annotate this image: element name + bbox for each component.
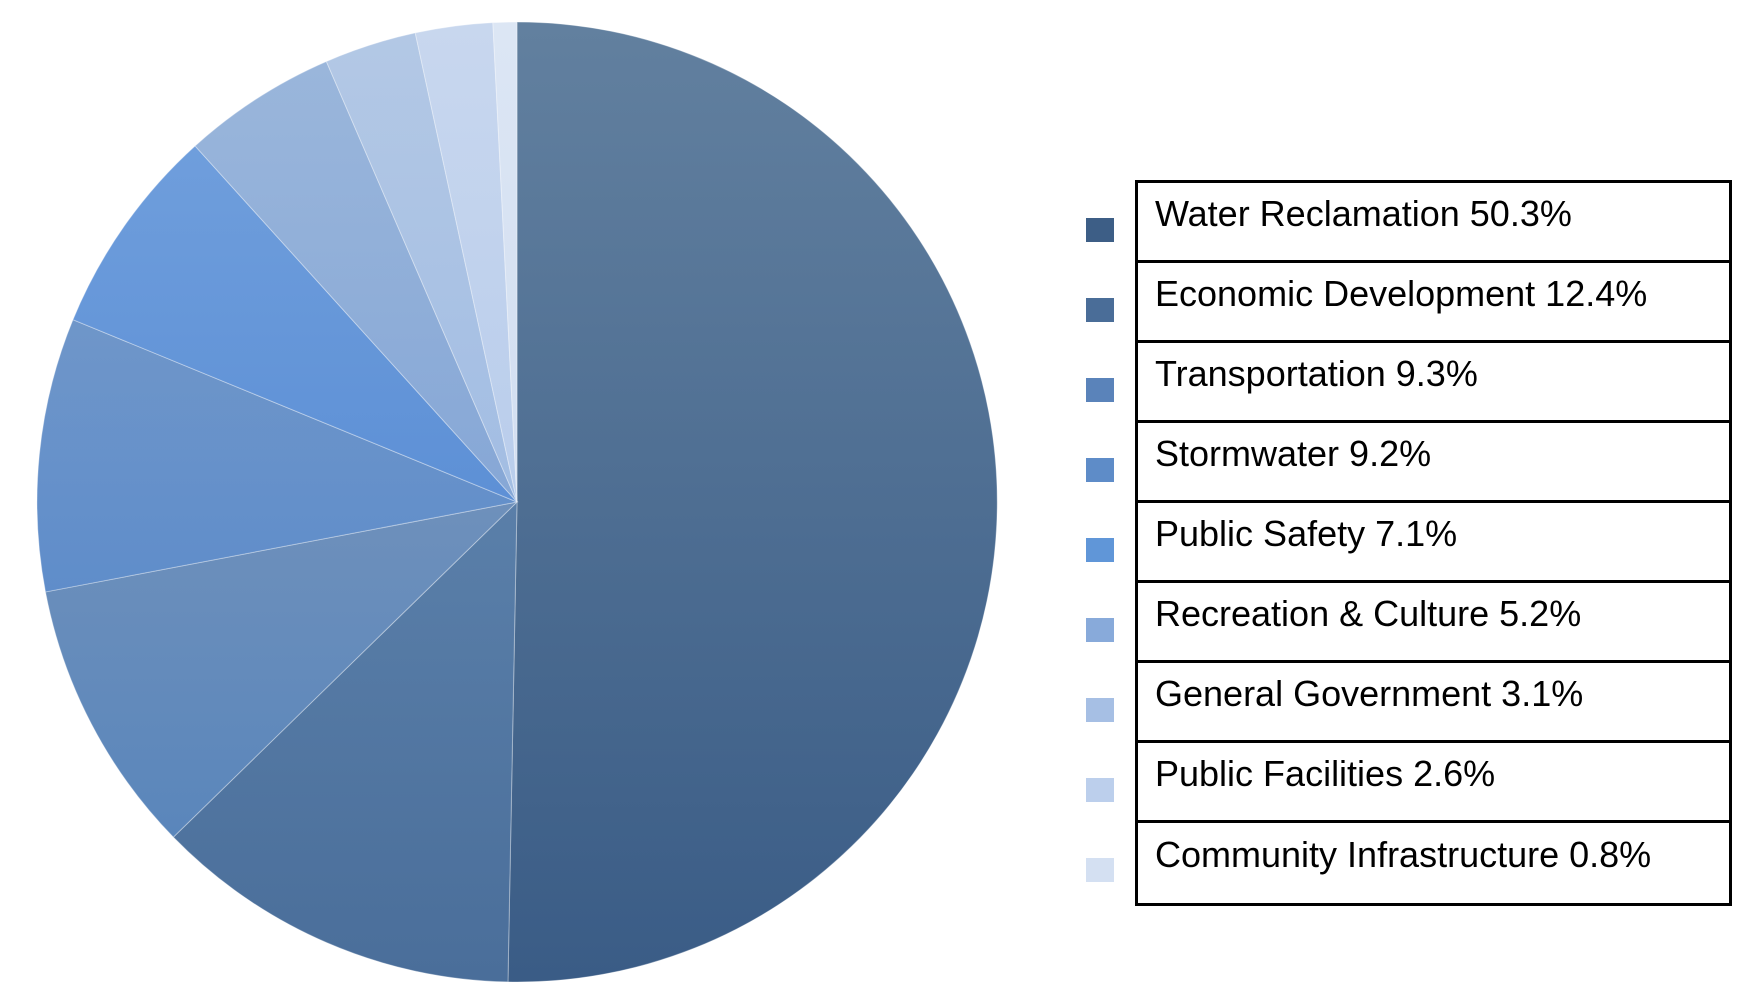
legend-row: Water Reclamation 50.3% [1138,183,1729,263]
legend-swatch-stormwater [1086,458,1114,482]
legend-label: Public Safety 7.1% [1155,512,1458,554]
legend-label: General Government 3.1% [1155,672,1584,714]
legend-label: Economic Development 12.4% [1155,272,1648,314]
legend-swatch-public-safety [1086,538,1114,562]
pie-slice-recreation-culture [194,60,518,503]
pie-slice-water-reclamation [507,21,998,983]
legend-swatch-community-infrastructure [1086,858,1114,882]
pie-slice-community-infrastructure [492,21,518,503]
legend-row: Recreation & Culture 5.2% [1138,583,1729,663]
legend-swatch-general-government [1086,698,1114,722]
legend-row: Public Facilities 2.6% [1138,743,1729,823]
legend: Water Reclamation 50.3% Economic Developm… [1135,180,1732,906]
pie-slice-economic-development [172,500,518,983]
pie-slice-public-facilities [414,22,518,503]
legend-label: Stormwater 9.2% [1155,432,1432,474]
legend-row: Public Safety 7.1% [1138,503,1729,583]
legend-swatch-transportation [1086,378,1114,402]
pie-slice-public-safety [72,145,518,503]
legend-row: Community Infrastructure 0.8% [1138,823,1729,903]
pie-slices [36,21,998,983]
legend-swatch-economic-development [1086,298,1114,322]
pie-slice-transportation [44,501,519,838]
legend-swatch-recreation-culture [1086,618,1114,642]
legend-row: Economic Development 12.4% [1138,263,1729,343]
legend-label: Water Reclamation 50.3% [1155,192,1572,234]
pie-slice-general-government [325,32,518,503]
legend-swatch-public-facilities [1086,778,1114,802]
legend-label: Recreation & Culture 5.2% [1155,592,1582,634]
legend-row: Transportation 9.3% [1138,343,1729,423]
legend-label: Transportation 9.3% [1155,352,1478,394]
legend-swatches [1086,182,1116,902]
legend-swatch-water-reclamation [1086,218,1114,242]
legend-row: General Government 3.1% [1138,663,1729,743]
pie-slice-stormwater [36,319,519,593]
legend-label: Public Facilities 2.6% [1155,752,1496,794]
legend-row: Stormwater 9.2% [1138,423,1729,503]
legend-label: Community Infrastructure 0.8% [1155,834,1652,875]
